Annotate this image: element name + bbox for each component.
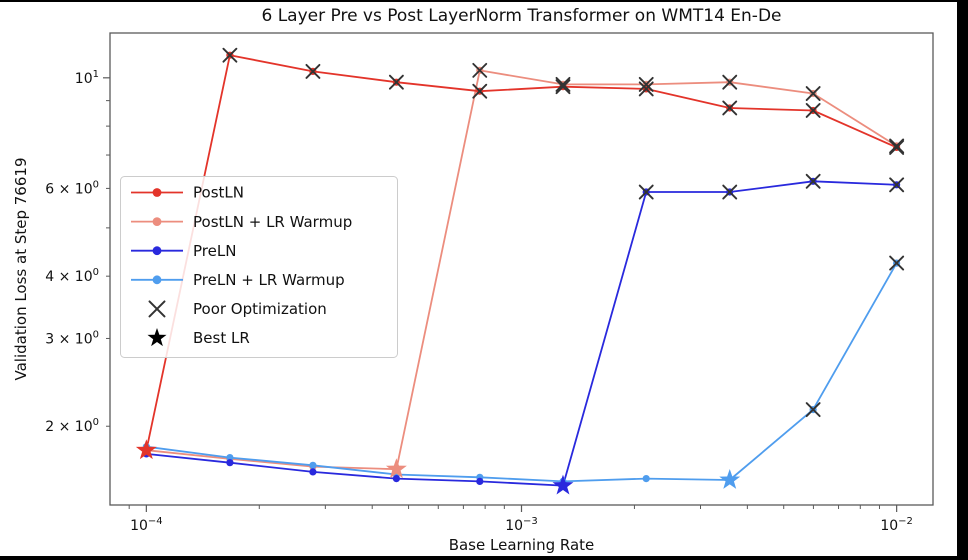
poor-optimization-marker (722, 184, 738, 200)
legend-entry-best-lr: Best LR (147, 328, 250, 347)
legend-label: Poor Optimization (193, 300, 327, 318)
poor-optimization-marker (889, 139, 905, 155)
legend-box (120, 176, 398, 358)
legend-label: PostLN + LR Warmup (193, 213, 352, 231)
data-point-marker (226, 454, 234, 462)
poor-optimization-marker (805, 402, 821, 418)
legend-label: PreLN (193, 242, 236, 260)
axis-ticks: 10−4 10−3 10−2 101 6 × 100 4 × 100 3 × 100 2 × … (45, 69, 913, 534)
data-point-marker (642, 475, 650, 483)
poor-optimization-marker (472, 83, 488, 99)
data-point-marker (476, 477, 484, 485)
legend-label: Best LR (193, 329, 250, 347)
poor-optimization-marker (555, 76, 571, 92)
chart-title: 6 Layer Pre vs Post LayerNorm Transforme… (261, 6, 782, 26)
legend-star (147, 328, 167, 347)
y-tick-label: 101 (75, 69, 99, 87)
legend-dot (152, 246, 162, 256)
poor-optimization-marker (805, 86, 821, 101)
y-tick-label: 2 × 100 (45, 417, 99, 435)
data-point-marker (309, 468, 317, 476)
series-line-preln-lr-warmup (146, 262, 898, 483)
best-lr-marker (135, 439, 157, 460)
legend: PostLN PostLN + LR Warmup PreLN PreLN + LR … (120, 176, 398, 358)
poor-optimization-marker (722, 74, 738, 90)
poor-optimization-marker (472, 62, 488, 78)
x-axis-label: Base Learning Rate (448, 536, 595, 554)
series-line-postln-lr-warmup (146, 69, 898, 471)
series-line-postln (145, 54, 897, 451)
data-point-marker (309, 461, 317, 469)
legend-entry-poor-optimization: Poor Optimization (148, 300, 327, 318)
best-lr-marker (385, 458, 407, 479)
poor-optimization-marker (638, 184, 654, 200)
screen-edge-right (957, 0, 968, 560)
poor-optimization-marker (889, 177, 905, 193)
poor-optimization-marker (889, 138, 905, 154)
screen-edge-bottom (0, 556, 968, 560)
x-tick-label: 10−3 (505, 516, 538, 534)
poor-optimization-marker (805, 103, 821, 118)
poor-optimization-marker (388, 74, 404, 90)
legend-label: PreLN + LR Warmup (193, 271, 345, 289)
x-tick-label: 10−4 (130, 516, 163, 534)
best-lr-marker (552, 474, 574, 495)
legend-entry-preln-lr-warmup: PreLN + LR Warmup (131, 271, 345, 289)
legend-label: PostLN (193, 184, 244, 202)
poor-optimization-marker (555, 79, 571, 95)
y-tick-label: 3 × 100 (45, 329, 99, 347)
poor-optimization-marker (805, 173, 821, 189)
poor-optimization-marker (638, 76, 654, 92)
legend-entry-postln-lr-warmup: PostLN + LR Warmup (131, 213, 352, 231)
legend-entry-postln: PostLN (131, 184, 244, 202)
poor-optimization-marker (222, 47, 238, 63)
best-lr-markers (135, 439, 741, 495)
best-lr-marker (719, 469, 741, 489)
poor-optimization-marker (889, 255, 905, 271)
legend-dot (152, 217, 162, 227)
poor-optimization-marker (305, 63, 321, 79)
y-tick-label: 6 × 100 (45, 179, 99, 197)
series-line-preln (146, 180, 897, 487)
data-point-marker (392, 475, 400, 483)
data-point-marker (226, 459, 234, 467)
y-axis-label: Validation Loss at Step 76619 (12, 157, 30, 381)
poor-optimization-markers (222, 47, 905, 418)
x-tick-label: 10−2 (880, 516, 913, 534)
poor-optimization-marker (638, 81, 654, 97)
legend-entry-preln: PreLN (131, 242, 236, 260)
screen-edge-top (0, 0, 968, 2)
legend-dot (152, 188, 162, 197)
poor-optimization-marker (722, 100, 738, 116)
legend-dot (152, 275, 162, 285)
poor-optimization-marker (148, 300, 166, 318)
y-tick-label: 4 × 100 (45, 267, 99, 285)
